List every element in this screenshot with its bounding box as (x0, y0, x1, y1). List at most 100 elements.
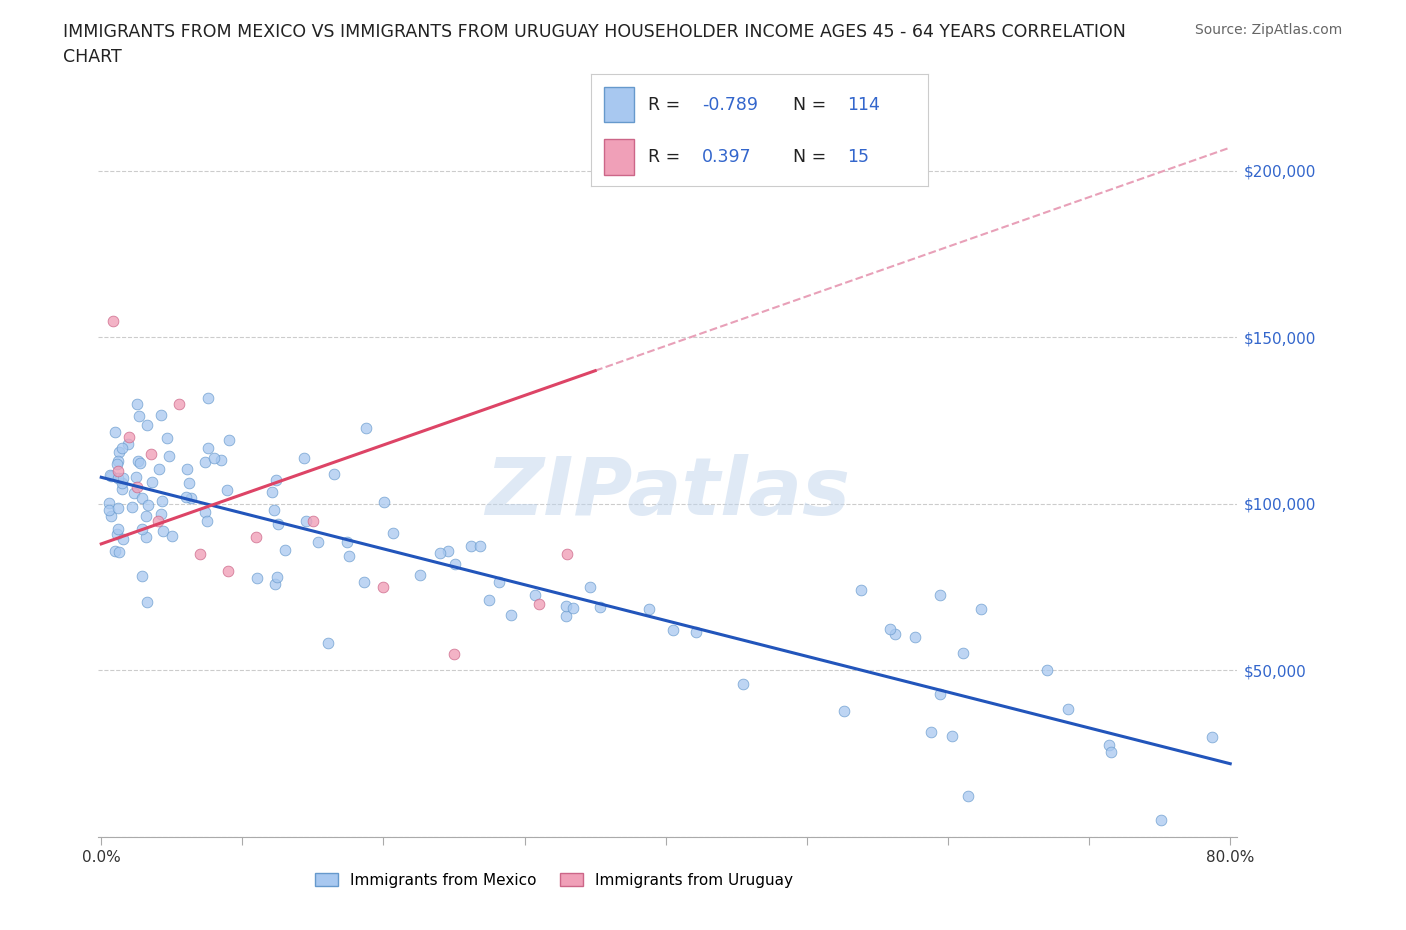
Point (180, 491, 202, 506)
Point (273, 542, 295, 557)
Point (215, 483, 238, 498)
Point (111, 476, 134, 491)
Point (146, 513, 169, 528)
Point (105, 527, 128, 542)
Point (554, 608, 576, 623)
Point (260, 485, 283, 499)
Point (851, 583, 873, 598)
Point (685, 625, 707, 640)
Point (135, 529, 157, 544)
Point (336, 535, 359, 550)
Point (316, 636, 339, 651)
Point (1201, 729, 1223, 744)
Point (294, 514, 316, 529)
Point (1098, 737, 1121, 752)
Point (920, 724, 942, 739)
Text: R =: R = (648, 96, 686, 113)
Point (117, 437, 139, 452)
Point (128, 409, 150, 424)
Point (97, 496, 120, 511)
Point (104, 543, 127, 558)
Point (176, 462, 198, 477)
Point (136, 498, 159, 512)
Point (904, 630, 927, 644)
Point (195, 513, 218, 528)
Point (100, 509, 122, 524)
Point (135, 509, 157, 524)
Point (108, 545, 131, 560)
Point (381, 525, 404, 540)
Point (107, 454, 129, 469)
Point (139, 446, 162, 461)
Point (150, 494, 173, 509)
Point (118, 430, 141, 445)
Point (957, 789, 980, 804)
Point (638, 602, 661, 617)
Point (197, 441, 219, 456)
Point (353, 575, 375, 590)
Text: CHART: CHART (63, 48, 122, 66)
Text: 114: 114 (846, 96, 880, 113)
Point (128, 456, 150, 471)
Legend: Immigrants from Mexico, Immigrants from Uruguay: Immigrants from Mexico, Immigrants from … (309, 867, 799, 894)
Point (131, 569, 153, 584)
Text: N =: N = (793, 148, 832, 166)
Point (356, 420, 378, 435)
Point (302, 513, 325, 528)
Point (1099, 745, 1122, 760)
Point (105, 457, 128, 472)
Point (266, 472, 288, 487)
Point (202, 450, 225, 465)
Point (131, 522, 153, 537)
Point (267, 517, 290, 532)
Point (122, 485, 145, 500)
Point (141, 475, 163, 490)
Point (263, 502, 285, 517)
Point (468, 538, 491, 553)
Point (1036, 663, 1059, 678)
Point (879, 622, 901, 637)
Point (197, 391, 219, 405)
Point (98, 468, 121, 483)
Point (523, 588, 546, 603)
Point (562, 601, 585, 616)
Point (443, 646, 465, 661)
Point (107, 445, 129, 459)
Point (104, 424, 127, 439)
Point (177, 476, 200, 491)
Text: R =: R = (648, 148, 686, 166)
Point (127, 454, 149, 469)
Point (111, 532, 134, 547)
Point (337, 549, 360, 564)
Point (107, 471, 129, 485)
Point (1057, 701, 1080, 716)
Point (952, 645, 974, 660)
Point (111, 482, 134, 497)
Point (263, 577, 285, 591)
Point (136, 418, 159, 432)
Point (188, 547, 211, 562)
Point (883, 626, 905, 641)
Point (929, 686, 952, 701)
Point (266, 569, 288, 584)
Point (107, 501, 129, 516)
Point (121, 499, 143, 514)
Point (373, 579, 395, 594)
Point (107, 463, 129, 478)
Text: -0.789: -0.789 (702, 96, 758, 113)
Point (554, 598, 576, 613)
Text: 15: 15 (846, 148, 869, 166)
Point (209, 453, 232, 468)
Point (555, 547, 578, 562)
Text: IMMIGRANTS FROM MEXICO VS IMMIGRANTS FROM URUGUAY HOUSEHOLDER INCOME AGES 45 - 6: IMMIGRANTS FROM MEXICO VS IMMIGRANTS FRO… (63, 23, 1126, 41)
Point (1150, 813, 1173, 828)
Point (112, 471, 135, 485)
Point (217, 563, 239, 578)
Point (148, 462, 170, 477)
Point (194, 504, 217, 519)
Point (150, 507, 173, 522)
Point (941, 728, 963, 743)
Bar (605, 86, 634, 123)
Point (832, 703, 855, 718)
Point (101, 313, 124, 328)
